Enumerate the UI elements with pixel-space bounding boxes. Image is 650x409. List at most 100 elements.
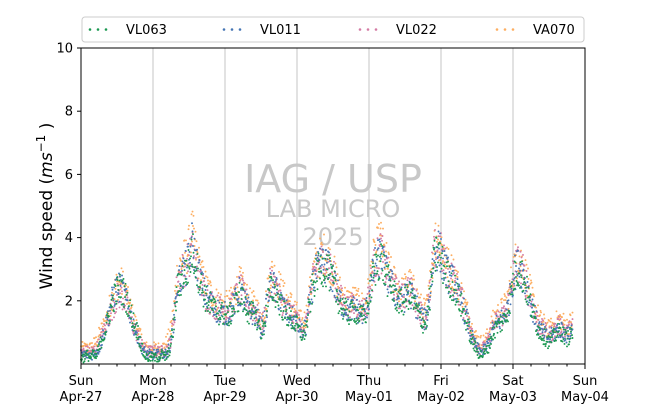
data-point bbox=[130, 306, 133, 309]
data-point bbox=[414, 295, 416, 298]
data-point bbox=[196, 248, 198, 251]
data-point bbox=[119, 288, 122, 291]
data-point bbox=[571, 318, 574, 321]
data-point bbox=[559, 334, 561, 337]
data-point bbox=[412, 274, 415, 277]
data-point bbox=[245, 294, 248, 297]
data-point bbox=[358, 300, 361, 303]
data-point bbox=[134, 323, 137, 326]
data-point bbox=[189, 245, 192, 248]
data-point bbox=[559, 318, 562, 320]
data-point bbox=[407, 276, 409, 279]
data-point bbox=[419, 307, 422, 310]
data-point bbox=[376, 270, 379, 273]
data-point bbox=[464, 320, 466, 322]
data-point bbox=[437, 238, 439, 241]
data-point bbox=[367, 304, 369, 307]
data-point bbox=[83, 353, 85, 356]
data-point bbox=[347, 307, 350, 310]
data-point bbox=[496, 331, 499, 334]
data-point bbox=[325, 271, 328, 274]
data-point bbox=[338, 286, 341, 289]
data-point bbox=[246, 283, 248, 286]
data-point bbox=[186, 264, 189, 267]
data-point bbox=[383, 244, 386, 247]
data-point bbox=[271, 295, 273, 298]
data-point bbox=[436, 246, 439, 249]
data-point bbox=[459, 309, 461, 312]
data-point bbox=[202, 272, 204, 275]
data-point bbox=[287, 324, 290, 327]
data-point bbox=[482, 351, 485, 354]
legend-marker bbox=[495, 28, 499, 31]
data-point bbox=[262, 319, 265, 322]
data-point bbox=[404, 306, 406, 309]
data-point bbox=[365, 297, 368, 299]
data-point bbox=[360, 318, 363, 321]
data-point bbox=[183, 274, 186, 277]
data-point bbox=[349, 306, 352, 309]
data-point bbox=[443, 261, 446, 264]
data-point bbox=[393, 297, 395, 300]
data-point bbox=[223, 305, 225, 308]
data-point bbox=[208, 307, 210, 310]
data-point bbox=[518, 284, 520, 287]
data-point bbox=[467, 312, 469, 315]
data-point bbox=[216, 294, 219, 297]
data-point bbox=[431, 262, 433, 265]
data-point bbox=[455, 281, 457, 284]
data-point bbox=[251, 323, 254, 326]
data-point bbox=[225, 313, 227, 316]
data-point bbox=[550, 325, 552, 328]
data-point bbox=[356, 293, 358, 296]
data-point bbox=[105, 321, 108, 324]
data-point bbox=[464, 305, 467, 308]
data-point bbox=[137, 336, 140, 339]
data-point bbox=[289, 318, 291, 321]
data-point bbox=[348, 296, 350, 299]
data-point bbox=[112, 294, 114, 297]
data-point bbox=[201, 294, 203, 297]
data-point bbox=[256, 326, 259, 329]
x-tick-day: Fri bbox=[433, 374, 449, 389]
data-point bbox=[550, 317, 552, 320]
data-point bbox=[127, 286, 129, 288]
data-point bbox=[311, 301, 314, 304]
legend-marker bbox=[358, 28, 362, 31]
data-point bbox=[81, 351, 84, 354]
data-point bbox=[289, 292, 292, 295]
data-point bbox=[411, 282, 413, 285]
data-point bbox=[212, 309, 214, 312]
data-point bbox=[243, 284, 245, 286]
data-point bbox=[296, 301, 298, 304]
data-point bbox=[192, 245, 194, 247]
data-point bbox=[408, 283, 410, 286]
data-point bbox=[501, 297, 503, 300]
data-point bbox=[172, 309, 175, 312]
data-point bbox=[376, 237, 379, 240]
data-point bbox=[255, 299, 257, 302]
data-point bbox=[454, 269, 456, 272]
data-point bbox=[516, 274, 519, 277]
data-point bbox=[195, 276, 197, 279]
data-point bbox=[311, 302, 313, 305]
data-point bbox=[322, 251, 324, 254]
data-point bbox=[233, 296, 236, 299]
data-point bbox=[142, 349, 144, 352]
data-point bbox=[240, 267, 242, 270]
data-point bbox=[362, 303, 365, 306]
data-point bbox=[374, 244, 377, 246]
data-point bbox=[305, 315, 307, 318]
data-point bbox=[511, 293, 514, 296]
data-point bbox=[407, 290, 410, 293]
data-point bbox=[458, 283, 460, 286]
data-point bbox=[215, 315, 218, 318]
data-point bbox=[506, 319, 508, 322]
data-point bbox=[120, 278, 122, 281]
data-point bbox=[256, 299, 259, 302]
data-point bbox=[193, 272, 195, 275]
data-point bbox=[499, 321, 501, 323]
data-point bbox=[405, 275, 407, 278]
data-point bbox=[347, 319, 350, 321]
data-point bbox=[470, 331, 473, 334]
